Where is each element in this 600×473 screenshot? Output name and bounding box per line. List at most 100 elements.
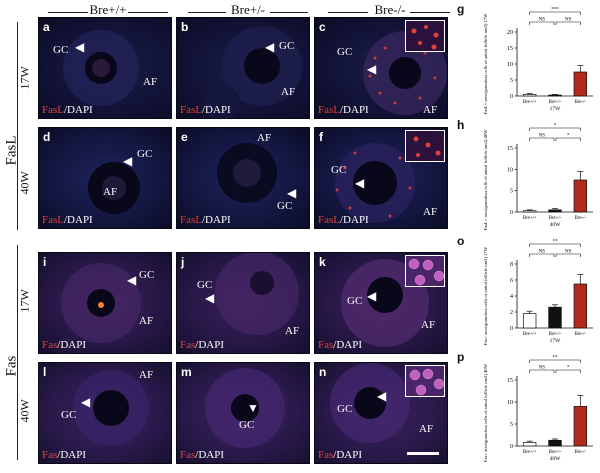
arrow-icon: ◀	[355, 176, 365, 190]
x-tick-label: Bre-/-	[575, 216, 587, 221]
x-tick-label: Bre+/-	[549, 100, 562, 105]
af-label: AF	[419, 423, 434, 435]
x-tick-label: Bre-/-	[575, 332, 587, 337]
bar	[522, 210, 537, 213]
arrow-icon: ◀	[367, 289, 377, 303]
y-tick-label: 5	[510, 422, 513, 428]
micrograph-panel-b: b GC ◀ AF FasL/DAPI	[176, 17, 310, 119]
af-label: AF	[285, 325, 300, 337]
bar	[573, 406, 588, 447]
column-rule	[328, 12, 368, 13]
panel-letter: m	[181, 365, 192, 379]
panel-letter: e	[181, 130, 188, 144]
y-tick-label: 0	[510, 210, 513, 216]
significance-bracket	[529, 127, 581, 131]
x-tick-label: Bre+/-	[549, 216, 562, 221]
af-label: AF	[423, 206, 438, 218]
arrow-icon: ◀	[287, 186, 297, 200]
column-header-bre-ko: Bre-/-	[374, 2, 406, 17]
zoom-inset	[405, 365, 445, 397]
af-label: AF	[139, 369, 154, 381]
arrow-icon: ◀	[81, 395, 91, 409]
significance-bracket	[529, 243, 581, 247]
y-tick-label: 6	[510, 278, 513, 284]
panel-letter: b	[181, 20, 189, 34]
stain-label: Fas/DAPI	[318, 339, 363, 351]
significance-label: **	[553, 356, 559, 361]
significance-label: *	[567, 366, 570, 371]
bar	[548, 94, 562, 97]
micrograph-panel-e: e AF GC ◀ FasL/DAPI	[176, 127, 310, 229]
significance-label: *	[567, 134, 570, 139]
chart-letter: h	[457, 118, 465, 132]
x-tick-label: Bre+/+	[523, 100, 537, 105]
y-tick-label: 0	[510, 326, 513, 332]
significance-label: NS	[565, 250, 572, 255]
significance-bracket	[529, 253, 555, 257]
column-header-bre-het: Bre+/-	[230, 2, 266, 17]
micrograph-panel-f: f GC ◀ AF FasL/DAPI	[314, 127, 448, 229]
x-axis-label: 40W	[550, 222, 562, 228]
group-rule-fasl	[17, 22, 18, 230]
gc-label: GC	[337, 46, 353, 58]
y-tick-label: 2	[510, 310, 513, 316]
micrograph-panel-m: m GC ▼ Fas/DAPI	[176, 362, 310, 464]
significance-label: NS	[539, 18, 546, 23]
follicle-image	[363, 31, 447, 115]
arrow-icon: ◀	[127, 273, 137, 287]
y-tick-label: 0	[510, 444, 513, 450]
follicle-image	[61, 263, 141, 343]
follicle-image	[88, 162, 140, 214]
stain-label: Fas/DAPI	[180, 449, 225, 461]
column-rule	[48, 12, 88, 13]
x-axis-label: 17W	[550, 106, 562, 112]
chart-letter: o	[457, 234, 465, 248]
y-tick-label: 10	[507, 400, 513, 406]
bar	[548, 439, 562, 447]
chart-svg: Fas+ area/granulosa cells of antral foll…	[483, 240, 593, 345]
row-label-fasl-40w: 40W	[17, 171, 32, 195]
x-tick-label: Bre+/-	[549, 332, 562, 337]
stain-label: FasL/DAPI	[180, 104, 231, 116]
chart-letter: g	[457, 2, 465, 16]
chart-svg: FasL+ area/granulosa cells of antral fol…	[483, 8, 593, 115]
af-label: AF	[143, 76, 158, 88]
significance-bracket	[529, 11, 581, 15]
chart-svg: Fas+ area/granulosa cells of antral foll…	[483, 356, 593, 462]
bar	[522, 313, 537, 329]
bar	[548, 306, 562, 329]
bar	[522, 94, 537, 97]
follicle-image	[205, 368, 285, 448]
column-rule	[270, 12, 308, 13]
panel-letter: a	[43, 20, 50, 34]
arrow-icon: ◀	[377, 389, 387, 403]
zoom-inset	[405, 130, 445, 162]
bar-chart-p: p Fas+ area/granulosa cells of antral fo…	[455, 350, 600, 468]
group-rule-fas	[17, 245, 18, 460]
af-label: AF	[103, 186, 118, 198]
stain-label: FasL/DAPI	[180, 214, 231, 226]
x-tick-label: Bre+/-	[549, 450, 562, 455]
x-tick-label: Bre+/+	[523, 332, 537, 337]
bar	[573, 179, 588, 213]
significance-bracket	[529, 369, 555, 373]
significance-label: NS	[565, 18, 572, 23]
x-axis-label: 17W	[550, 338, 562, 344]
column-rule	[128, 12, 168, 13]
stain-label: Fas/DAPI	[42, 449, 87, 461]
significance-bracket	[529, 359, 581, 363]
gc-label: GC	[279, 40, 295, 52]
y-tick-label: 15	[507, 46, 513, 52]
gc-label: GC	[61, 409, 77, 421]
af-label: AF	[423, 104, 438, 116]
row-label-fas-40w: 40W	[17, 399, 32, 423]
arrow-icon: ◀	[123, 154, 133, 168]
y-axis-label: FasL+ area/granulosa cells of antral fol…	[483, 13, 488, 115]
follicle-image	[204, 26, 302, 118]
micrograph-panel-n: n GC ◀ AF Fas/DAPI	[314, 362, 448, 464]
significance-bracket	[529, 137, 555, 141]
y-tick-label: 5	[510, 78, 513, 84]
scale-bar	[407, 452, 439, 455]
gc-label: GC	[331, 164, 347, 176]
gc-label: GC	[239, 419, 255, 431]
